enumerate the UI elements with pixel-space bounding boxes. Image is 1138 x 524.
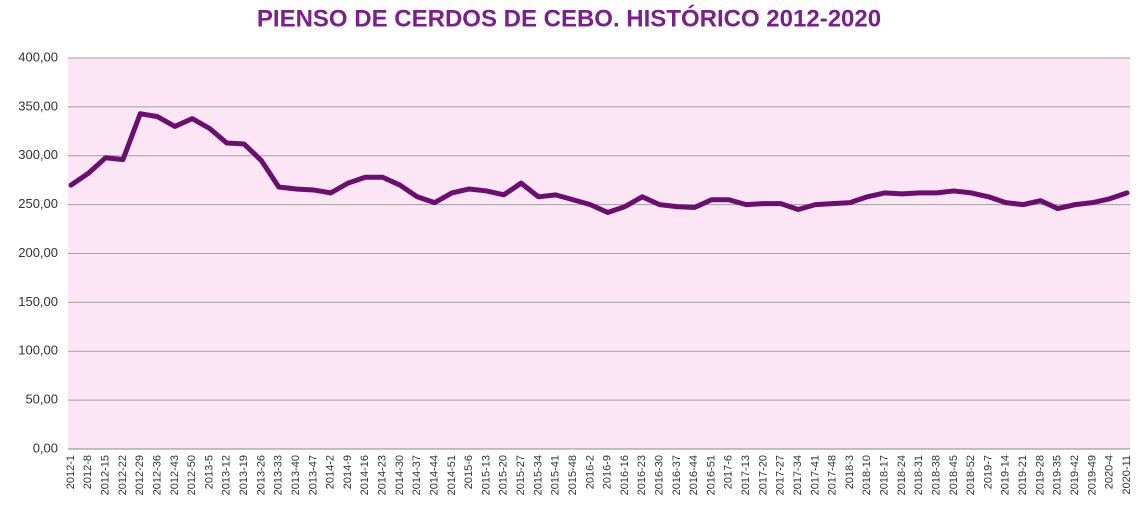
x-tick-label: 2014-44 [428, 455, 440, 495]
x-tick-label: 2018-38 [930, 455, 942, 495]
x-tick-label: 2019-7 [982, 455, 994, 489]
x-tick-label: 2014-30 [394, 455, 406, 495]
x-tick-label: 2013-19 [238, 455, 250, 495]
x-tick-label: 2015-6 [463, 455, 475, 489]
x-tick-label: 2016-16 [619, 455, 631, 495]
x-tick-label: 2014-51 [446, 455, 458, 495]
x-tick-label: 2019-21 [1017, 455, 1029, 495]
x-tick-label: 2020-4 [1104, 455, 1116, 489]
x-tick-label: 2014-2 [325, 455, 337, 489]
y-tick-label: 100,00 [18, 343, 58, 358]
y-tick-label: 400,00 [18, 49, 58, 64]
x-tick-label: 2019-42 [1069, 455, 1081, 495]
x-tick-label: 2016-44 [688, 455, 700, 495]
x-tick-label: 2016-9 [602, 455, 614, 489]
y-tick-label: 200,00 [18, 245, 58, 260]
x-tick-label: 2017-27 [775, 455, 787, 495]
x-tick-label: 2014-16 [359, 455, 371, 495]
x-tick-label: 2015-27 [515, 455, 527, 495]
y-tick-label: 50,00 [25, 392, 58, 407]
x-tick-label: 2018-45 [948, 455, 960, 495]
x-tick-label: 2018-31 [913, 455, 925, 495]
x-tick-label: 2017-41 [809, 455, 821, 495]
x-tick-label: 2017-13 [740, 455, 752, 495]
x-tick-label: 2020-11 [1121, 455, 1133, 495]
x-tick-label: 2014-37 [411, 455, 423, 495]
x-tick-label: 2016-2 [584, 455, 596, 489]
x-tick-label: 2016-37 [671, 455, 683, 495]
x-tick-label: 2017-48 [827, 455, 839, 495]
x-tick-label: 2019-49 [1086, 455, 1098, 495]
x-tick-label: 2013-33 [273, 455, 285, 495]
x-tick-label: 2018-17 [879, 455, 891, 495]
x-tick-label: 2012-8 [82, 455, 94, 489]
x-tick-label: 2019-14 [1000, 455, 1012, 495]
x-tick-label: 2012-15 [100, 455, 112, 495]
y-tick-label: 150,00 [18, 294, 58, 309]
x-tick-label: 2018-24 [896, 455, 908, 495]
x-tick-label: 2015-20 [498, 455, 510, 495]
x-tick-label: 2012-22 [117, 455, 129, 495]
x-tick-label: 2018-10 [861, 455, 873, 495]
x-tick-label: 2015-48 [567, 455, 579, 495]
x-tick-label: 2017-34 [792, 455, 804, 495]
data-line [68, 111, 1130, 215]
x-tick-label: 2013-40 [290, 455, 302, 495]
x-tick-label: 2013-26 [255, 455, 267, 495]
x-tick-label: 2015-13 [480, 455, 492, 495]
chart-title: PIENSO DE CERDOS DE CEBO. HISTÓRICO 2012… [257, 4, 881, 32]
x-tick-label: 2012-29 [134, 455, 146, 495]
x-tick-label: 2014-23 [377, 455, 389, 495]
x-tick-label: 2017-6 [723, 455, 735, 489]
y-tick-label: 300,00 [18, 147, 58, 162]
x-tick-label: 2018-3 [844, 455, 856, 489]
x-tick-label: 2016-23 [636, 455, 648, 495]
x-tick-label: 2012-36 [151, 455, 163, 495]
x-tick-label: 2013-47 [307, 455, 319, 495]
x-tick-label: 2017-20 [757, 455, 769, 495]
x-tick-label: 2013-5 [203, 455, 215, 489]
y-tick-label: 250,00 [18, 196, 58, 211]
x-tick-label: 2014-9 [342, 455, 354, 489]
x-tick-label: 2015-34 [532, 455, 544, 495]
y-tick-label: 350,00 [18, 98, 58, 113]
x-tick-label: 2019-28 [1034, 455, 1046, 495]
x-tick-label: 2015-41 [550, 455, 562, 495]
x-tick-label: 2012-43 [169, 455, 181, 495]
x-tick-label: 2016-30 [653, 455, 665, 495]
x-tick-label: 2012-1 [65, 455, 77, 489]
y-tick-label: 0,00 [33, 440, 58, 455]
x-tick-label: 2016-51 [705, 455, 717, 495]
x-tick-label: 2018-52 [965, 455, 977, 495]
x-tick-label: 2013-12 [221, 455, 233, 495]
x-tick-label: 2012-50 [186, 455, 198, 495]
x-tick-label: 2019-35 [1052, 455, 1064, 495]
